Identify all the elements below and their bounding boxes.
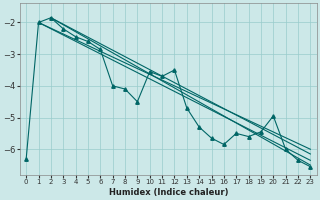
X-axis label: Humidex (Indice chaleur): Humidex (Indice chaleur) — [108, 188, 228, 197]
